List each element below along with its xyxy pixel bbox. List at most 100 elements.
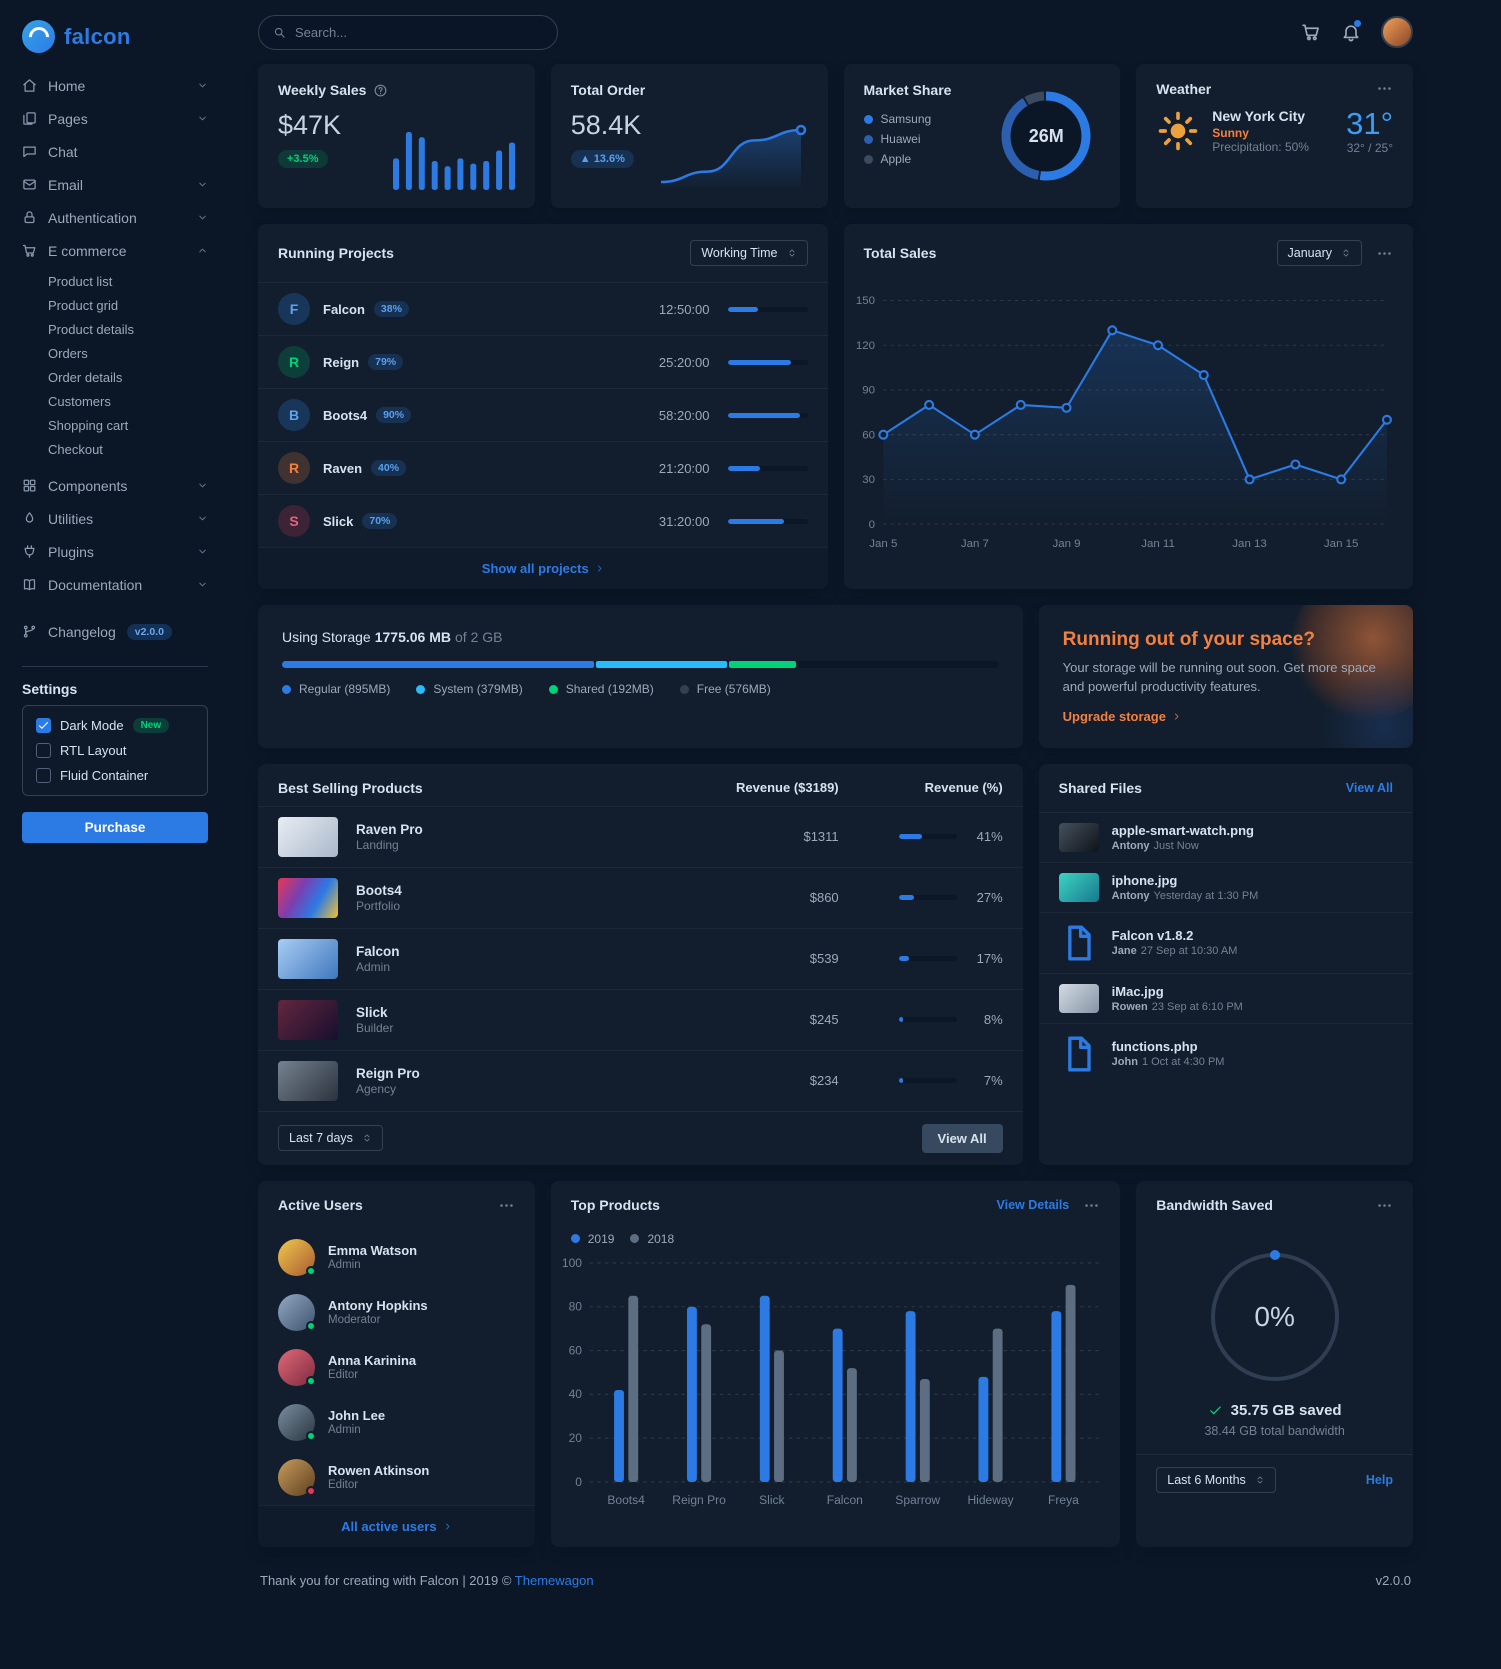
user-row: Emma Watson Admin bbox=[258, 1230, 535, 1285]
project-name[interactable]: Boots4 bbox=[323, 407, 368, 423]
project-time: 25:20:00 bbox=[658, 354, 710, 370]
cart-button[interactable] bbox=[1301, 22, 1321, 42]
card-title: Total Order bbox=[570, 82, 646, 98]
project-name[interactable]: Reign bbox=[323, 354, 360, 370]
sidebar-item-email[interactable]: Email bbox=[22, 168, 208, 201]
sidebar-item-chat[interactable]: Chat bbox=[22, 135, 208, 168]
sidebar-item-changelog[interactable]: Changelog v2.0.0 bbox=[22, 615, 208, 648]
brand-logo[interactable]: falcon bbox=[0, 14, 230, 69]
purchase-button[interactable]: Purchase bbox=[22, 812, 208, 843]
sidebar-item-ecommerce[interactable]: E commerce bbox=[22, 234, 208, 267]
dark-mode-toggle[interactable]: Dark Mode New bbox=[36, 718, 194, 733]
sidebar-item-pages[interactable]: Pages bbox=[22, 102, 208, 135]
notifications-button[interactable] bbox=[1341, 20, 1361, 42]
show-all-projects-link[interactable]: Show all projects bbox=[258, 547, 828, 589]
file-name[interactable]: Falcon v1.8.2 bbox=[1111, 928, 1194, 944]
more-options-button[interactable] bbox=[1376, 1197, 1393, 1214]
product-thumbnail bbox=[278, 1060, 338, 1101]
upgrade-storage-link[interactable]: Upgrade storage bbox=[1063, 709, 1181, 724]
file-name[interactable]: apple-smart-watch.png bbox=[1111, 822, 1254, 838]
sidebar-subitem-customers[interactable]: Customers bbox=[48, 393, 111, 409]
project-name[interactable]: Falcon bbox=[323, 301, 365, 317]
product-thumbnail bbox=[278, 999, 338, 1040]
themewagon-link[interactable]: Themewagon bbox=[514, 1572, 594, 1588]
product-name[interactable]: Slick bbox=[356, 1004, 388, 1020]
user-avatar[interactable] bbox=[1381, 16, 1413, 48]
legend-dot bbox=[282, 684, 291, 694]
all-active-users-link[interactable]: All active users bbox=[258, 1504, 535, 1547]
user-row: Anna Karinina Editor bbox=[258, 1340, 535, 1395]
time-range-select[interactable]: Last 7 days bbox=[278, 1125, 383, 1152]
user-name[interactable]: Antony Hopkins bbox=[328, 1298, 428, 1314]
project-name[interactable]: Raven bbox=[323, 460, 363, 476]
sidebar-item-label: Changelog bbox=[48, 623, 116, 640]
project-time: 31:20:00 bbox=[658, 513, 710, 529]
card-title: Running Projects bbox=[278, 245, 394, 261]
sidebar-item-documentation[interactable]: Documentation bbox=[22, 568, 208, 601]
sidebar-subitem-product-details[interactable]: Product details bbox=[48, 321, 134, 337]
sidebar-item-components[interactable]: Components bbox=[22, 469, 208, 502]
more-options-button[interactable] bbox=[1376, 245, 1393, 262]
storage-segment bbox=[595, 661, 728, 668]
sidebar-item-authentication[interactable]: Authentication bbox=[22, 201, 208, 234]
legend-dot bbox=[863, 134, 873, 144]
view-all-link[interactable]: View All bbox=[1345, 780, 1393, 795]
sidebar-item-label: Pages bbox=[48, 110, 88, 127]
product-revenue: $1311 bbox=[803, 829, 839, 845]
search-icon bbox=[273, 26, 286, 39]
user-name[interactable]: John Lee bbox=[328, 1408, 386, 1424]
chevron-down-icon bbox=[197, 480, 208, 491]
svg-text:90: 90 bbox=[862, 385, 875, 397]
sidebar-subitem-orders[interactable]: Orders bbox=[48, 345, 88, 361]
rtl-layout-toggle[interactable]: RTL Layout bbox=[36, 743, 194, 758]
sidebar-item-plugins[interactable]: Plugins bbox=[22, 535, 208, 568]
view-details-link[interactable]: View Details bbox=[996, 1198, 1070, 1213]
legend-item: Huawei bbox=[863, 132, 952, 146]
product-percent: 8% bbox=[983, 1012, 1003, 1028]
total-order-info: Total Order 58.4K ▲ 13.6% bbox=[570, 82, 646, 190]
sidebar-divider bbox=[22, 666, 208, 667]
search-input[interactable] bbox=[295, 24, 543, 40]
more-options-button[interactable] bbox=[1376, 80, 1393, 97]
file-name[interactable]: iMac.jpg bbox=[1111, 983, 1164, 999]
product-name[interactable]: Raven Pro bbox=[356, 821, 423, 837]
market-share-chart: 26M bbox=[992, 82, 1100, 190]
fluid-container-toggle[interactable]: Fluid Container bbox=[36, 768, 194, 783]
product-name[interactable]: Reign Pro bbox=[356, 1065, 420, 1081]
file-name[interactable]: functions.php bbox=[1111, 1039, 1198, 1055]
sidebar-subitem-order-details[interactable]: Order details bbox=[48, 369, 123, 385]
file-time: 1 Oct at 4:30 PM bbox=[1141, 1056, 1225, 1069]
chevron-down-icon bbox=[197, 513, 208, 524]
svg-text:Boots4: Boots4 bbox=[607, 1493, 645, 1507]
legend-item: Free (576MB) bbox=[679, 682, 771, 696]
project-progress bbox=[727, 306, 808, 312]
help-link[interactable]: Help bbox=[1365, 1472, 1393, 1487]
view-all-button[interactable]: View All bbox=[921, 1123, 1003, 1153]
user-name[interactable]: Rowen Atkinson bbox=[328, 1463, 430, 1479]
user-name[interactable]: Anna Karinina bbox=[328, 1353, 417, 1369]
project-percent-badge: 38% bbox=[373, 301, 409, 317]
sun-icon bbox=[1156, 109, 1200, 153]
sidebar-subitem-product-list[interactable]: Product list bbox=[48, 273, 113, 289]
project-name[interactable]: Slick bbox=[323, 513, 354, 529]
file-name[interactable]: iphone.jpg bbox=[1111, 872, 1178, 888]
product-name[interactable]: Falcon bbox=[356, 943, 400, 959]
sidebar-item-utilities[interactable]: Utilities bbox=[22, 502, 208, 535]
user-name[interactable]: Emma Watson bbox=[328, 1243, 418, 1259]
card-title: Market Share bbox=[863, 82, 952, 98]
sidebar-subitem-product-grid[interactable]: Product grid bbox=[48, 297, 119, 313]
checkbox-icon bbox=[36, 768, 51, 783]
help-icon[interactable] bbox=[373, 83, 388, 98]
sidebar-subitem-shopping-cart[interactable]: Shopping cart bbox=[48, 417, 129, 433]
status-dot bbox=[306, 1430, 316, 1441]
more-options-button[interactable] bbox=[1083, 1197, 1100, 1214]
product-name[interactable]: Boots4 bbox=[356, 882, 402, 898]
month-select[interactable]: January bbox=[1276, 240, 1362, 266]
working-time-select[interactable]: Working Time bbox=[690, 240, 808, 266]
more-options-button[interactable] bbox=[498, 1197, 515, 1214]
period-select[interactable]: Last 6 Months bbox=[1156, 1466, 1276, 1493]
user-row: Rowen Atkinson Editor bbox=[258, 1450, 535, 1505]
sidebar-item-home[interactable]: Home bbox=[22, 69, 208, 102]
sidebar-subitem-checkout[interactable]: Checkout bbox=[48, 441, 103, 457]
file-row: Falcon v1.8.2 Jane 27 Sep at 10:30 AM bbox=[1038, 911, 1413, 973]
